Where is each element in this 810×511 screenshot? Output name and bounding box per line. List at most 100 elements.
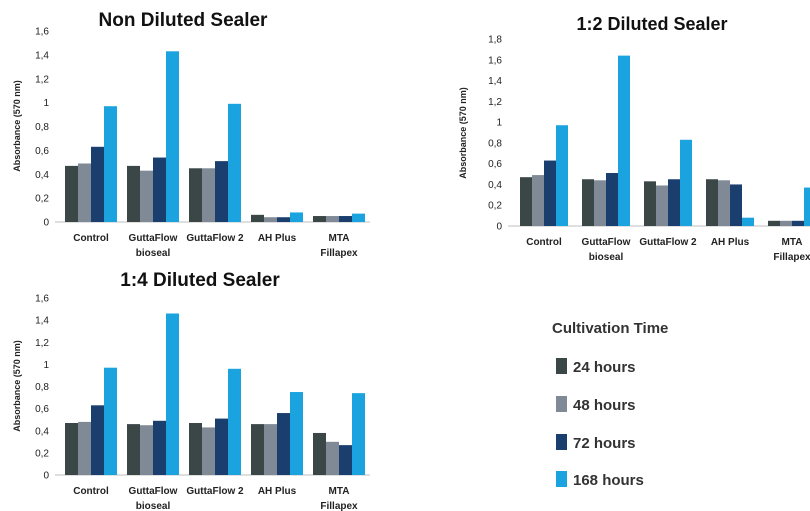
- y-tick-label: 0,6: [35, 404, 49, 415]
- legend: Cultivation Time 24 hours 48 hours 72 ho…: [552, 320, 668, 489]
- category-label: MTA: [329, 233, 350, 244]
- bar-48-hours-ah-plus: [264, 424, 277, 475]
- bar-168-hours-ah-plus: [742, 217, 754, 226]
- y-tick-label: 1,2: [488, 97, 502, 108]
- bar-48-hours-guttaflow-2: [656, 185, 668, 226]
- chart-1-2-diluted: 1:2 Diluted Sealer Absorbance (570 nm) 0 0,…: [458, 14, 810, 263]
- bar-72-hours-guttaflow-bioseal: [153, 157, 166, 222]
- y-tick-label: 0,6: [35, 146, 49, 157]
- bar-48-hours-guttaflow-bioseal: [594, 180, 606, 226]
- legend-label-48-hours: 48 hours: [573, 397, 636, 414]
- y-tick-label: 1,4: [488, 76, 502, 87]
- bar-48-hours-mta-fillapex: [780, 220, 792, 226]
- bar-48-hours-control: [532, 175, 544, 226]
- bar-24-hours-mta-fillapex: [313, 432, 326, 475]
- category-label: AH Plus: [258, 233, 297, 244]
- bar-168-hours-guttaflow-bioseal: [166, 313, 179, 475]
- y-tick-label: 1,6: [488, 55, 502, 66]
- bar-72-hours-guttaflow-2: [215, 418, 228, 475]
- category-label: MTA: [329, 486, 350, 497]
- y-tick-label: 1,6: [35, 294, 49, 305]
- y-tick-label: 1,2: [35, 338, 49, 349]
- chart-title: 1:4 Diluted Sealer: [120, 270, 280, 291]
- bar-24-hours-guttaflow-bioseal: [127, 165, 140, 222]
- bar-72-hours-control: [91, 146, 104, 222]
- y-tick-label: 1: [496, 118, 502, 129]
- y-tick-label: 1,4: [35, 50, 49, 61]
- y-tick-label: 0: [43, 218, 49, 229]
- bar-72-hours-control: [544, 160, 556, 226]
- bar-48-hours-guttaflow-bioseal: [140, 170, 153, 222]
- bar-168-hours-ah-plus: [290, 212, 303, 222]
- bar-24-hours-mta-fillapex: [768, 220, 780, 226]
- category-label: GuttaFlow 2: [639, 237, 697, 248]
- category-label: Control: [73, 233, 109, 244]
- category-label: GuttaFlow 2: [186, 486, 244, 497]
- bar-168-hours-guttaflow-2: [228, 368, 241, 475]
- legend-label-72-hours: 72 hours: [573, 435, 636, 452]
- bar-24-hours-guttaflow-2: [189, 423, 202, 475]
- bar-168-hours-control: [104, 106, 117, 222]
- bar-72-hours-guttaflow-2: [215, 161, 228, 222]
- y-tick-label: 0,2: [488, 201, 502, 212]
- y-tick-label: 1,4: [35, 316, 49, 327]
- chart-title: Non Diluted Sealer: [99, 10, 269, 31]
- bar-72-hours-control: [91, 405, 104, 475]
- bar-168-hours-control: [556, 125, 568, 226]
- y-tick-label: 0,6: [488, 159, 502, 170]
- category-label: bioseal: [136, 501, 171, 511]
- bar-168-hours-guttaflow-bioseal: [618, 55, 630, 226]
- bar-72-hours-guttaflow-2: [668, 179, 680, 226]
- category-label: GuttaFlow 2: [186, 233, 244, 244]
- y-tick-label: 0,4: [35, 170, 49, 181]
- bar-168-hours-mta-fillapex: [352, 213, 365, 222]
- category-label: MTA: [782, 237, 803, 248]
- bar-48-hours-guttaflow-2: [202, 168, 215, 222]
- bar-24-hours-control: [520, 177, 532, 226]
- bar-24-hours-ah-plus: [251, 214, 264, 222]
- bar-72-hours-guttaflow-bioseal: [153, 420, 166, 475]
- bar-24-hours-control: [65, 165, 78, 222]
- bar-72-hours-mta-fillapex: [339, 216, 352, 222]
- bar-24-hours-guttaflow-2: [644, 181, 656, 226]
- bar-168-hours-mta-fillapex: [804, 187, 810, 226]
- category-label: Control: [73, 486, 109, 497]
- y-tick-label: 0,2: [35, 448, 49, 459]
- bar-168-hours-guttaflow-2: [228, 103, 241, 222]
- bar-72-hours-ah-plus: [730, 184, 742, 226]
- bar-24-hours-guttaflow-bioseal: [127, 424, 140, 475]
- bar-168-hours-ah-plus: [290, 392, 303, 475]
- bar-24-hours-guttaflow-2: [189, 168, 202, 222]
- bar-168-hours-mta-fillapex: [352, 393, 365, 475]
- bar-48-hours-ah-plus: [264, 217, 277, 222]
- category-label: bioseal: [589, 252, 624, 263]
- bar-24-hours-mta-fillapex: [313, 216, 326, 222]
- y-tick-label: 0: [43, 471, 49, 482]
- legend-label-168-hours: 168 hours: [573, 472, 644, 489]
- category-label: Fillapex: [773, 252, 810, 263]
- category-label: GuttaFlow: [129, 233, 178, 244]
- bar-72-hours-mta-fillapex: [792, 220, 804, 226]
- y-tick-label: 0,4: [35, 426, 49, 437]
- chart-title: 1:2 Diluted Sealer: [576, 14, 727, 34]
- bar-168-hours-control: [104, 367, 117, 475]
- bar-72-hours-mta-fillapex: [339, 445, 352, 475]
- bar-24-hours-control: [65, 423, 78, 475]
- category-label: bioseal: [136, 248, 171, 259]
- y-tick-label: 1: [43, 360, 49, 371]
- legend-swatch-168-hours: [556, 471, 567, 487]
- y-tick-label: 1,8: [488, 35, 502, 46]
- y-tick-label: 1: [43, 98, 49, 109]
- bar-48-hours-control: [78, 421, 91, 475]
- bar-168-hours-guttaflow-bioseal: [166, 51, 179, 223]
- category-label: GuttaFlow: [129, 486, 178, 497]
- category-label: GuttaFlow: [582, 237, 631, 248]
- y-tick-label: 1,6: [35, 27, 49, 38]
- category-label: Control: [526, 237, 562, 248]
- legend-swatch-72-hours: [556, 434, 567, 450]
- bar-72-hours-guttaflow-bioseal: [606, 173, 618, 226]
- legend-swatch-48-hours: [556, 396, 567, 412]
- category-label: Fillapex: [320, 501, 358, 511]
- y-axis-label: Absorbance (570 nm): [458, 87, 468, 179]
